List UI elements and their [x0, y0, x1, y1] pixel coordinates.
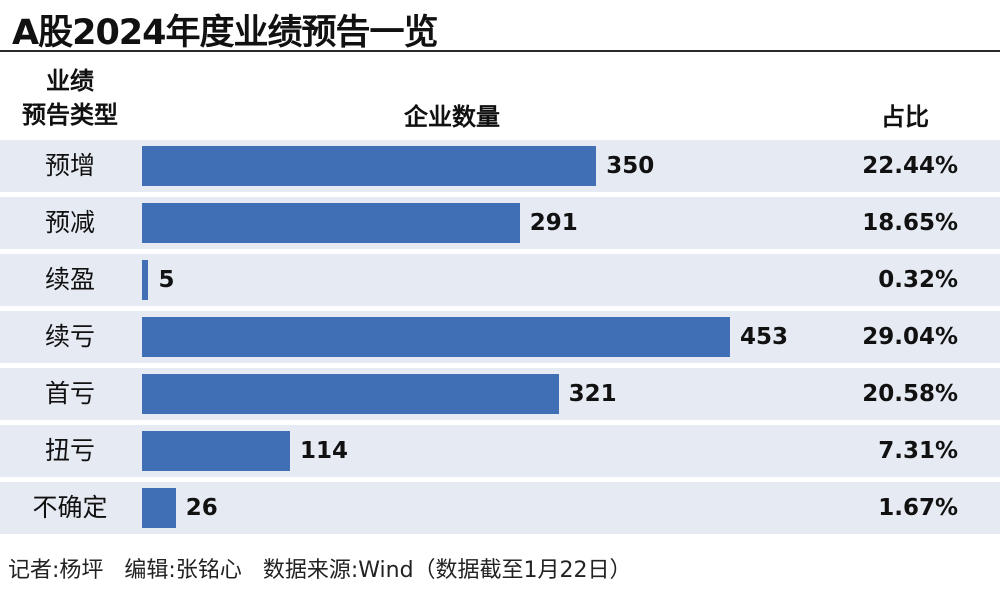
- bar: [142, 146, 597, 186]
- percent-label: 18.65%: [862, 210, 958, 236]
- category-label: 首亏: [44, 379, 95, 408]
- category-label: 不确定: [32, 493, 108, 522]
- value-label: 350: [606, 153, 655, 179]
- percent-label: 0.32%: [878, 267, 958, 293]
- header-type: 业绩 预告类型: [0, 64, 140, 132]
- header-type-line1: 业绩: [46, 67, 94, 95]
- value-label: 26: [185, 495, 218, 521]
- percent-label: 1.67%: [878, 495, 958, 521]
- footer-source: 数据来源:Wind（数据截至1月22日）: [262, 558, 632, 583]
- chart-row: 首亏 321 20.58%: [0, 368, 1000, 420]
- header-ratio: 占比: [881, 103, 929, 131]
- chart-row: 不确定 26 1.67%: [0, 482, 1000, 534]
- value-label: 291: [529, 210, 578, 236]
- header-type-line2: 预告类型: [22, 101, 118, 129]
- bar: [142, 374, 559, 414]
- value-label: 114: [299, 438, 348, 464]
- category-label: 预增: [44, 151, 95, 180]
- chart-row: 续亏 453 29.04%: [0, 311, 1000, 363]
- category-label: 续亏: [44, 322, 95, 351]
- bar: [142, 488, 176, 528]
- bar: [142, 203, 520, 243]
- footer-editor: 编辑:张铭心: [124, 558, 242, 583]
- category-label: 扭亏: [44, 436, 95, 465]
- footer-reporter: 记者:杨坪: [8, 558, 104, 583]
- value-label: 453: [740, 324, 789, 350]
- percent-label: 29.04%: [862, 324, 958, 350]
- chart-row: 扭亏 114 7.31%: [0, 425, 1000, 477]
- bar: [142, 317, 730, 357]
- bar: [142, 260, 149, 300]
- footer: 记者:杨坪 编辑:张铭心 数据来源:Wind（数据截至1月22日）: [8, 552, 646, 584]
- value-label: 5: [158, 267, 175, 293]
- title-divider: [0, 50, 1000, 52]
- percent-label: 7.31%: [878, 438, 958, 464]
- header-count: 企业数量: [404, 103, 500, 131]
- chart-row: 预增 350 22.44%: [0, 140, 1000, 192]
- chart-title: A股2024年度业绩预告一览: [12, 13, 439, 53]
- percent-label: 20.58%: [862, 381, 958, 407]
- category-label: 预减: [44, 208, 95, 237]
- category-label: 续盈: [44, 265, 95, 294]
- chart-row: 续盈 5 0.32%: [0, 254, 1000, 306]
- bar: [142, 431, 290, 471]
- value-label: 321: [568, 381, 617, 407]
- row-background: [0, 254, 1000, 306]
- percent-label: 22.44%: [862, 153, 958, 179]
- chart-row: 预减 291 18.65%: [0, 197, 1000, 249]
